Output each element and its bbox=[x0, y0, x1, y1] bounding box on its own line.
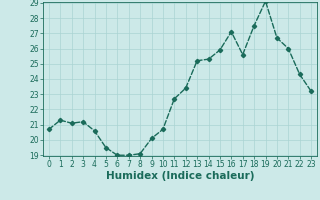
X-axis label: Humidex (Indice chaleur): Humidex (Indice chaleur) bbox=[106, 171, 254, 181]
